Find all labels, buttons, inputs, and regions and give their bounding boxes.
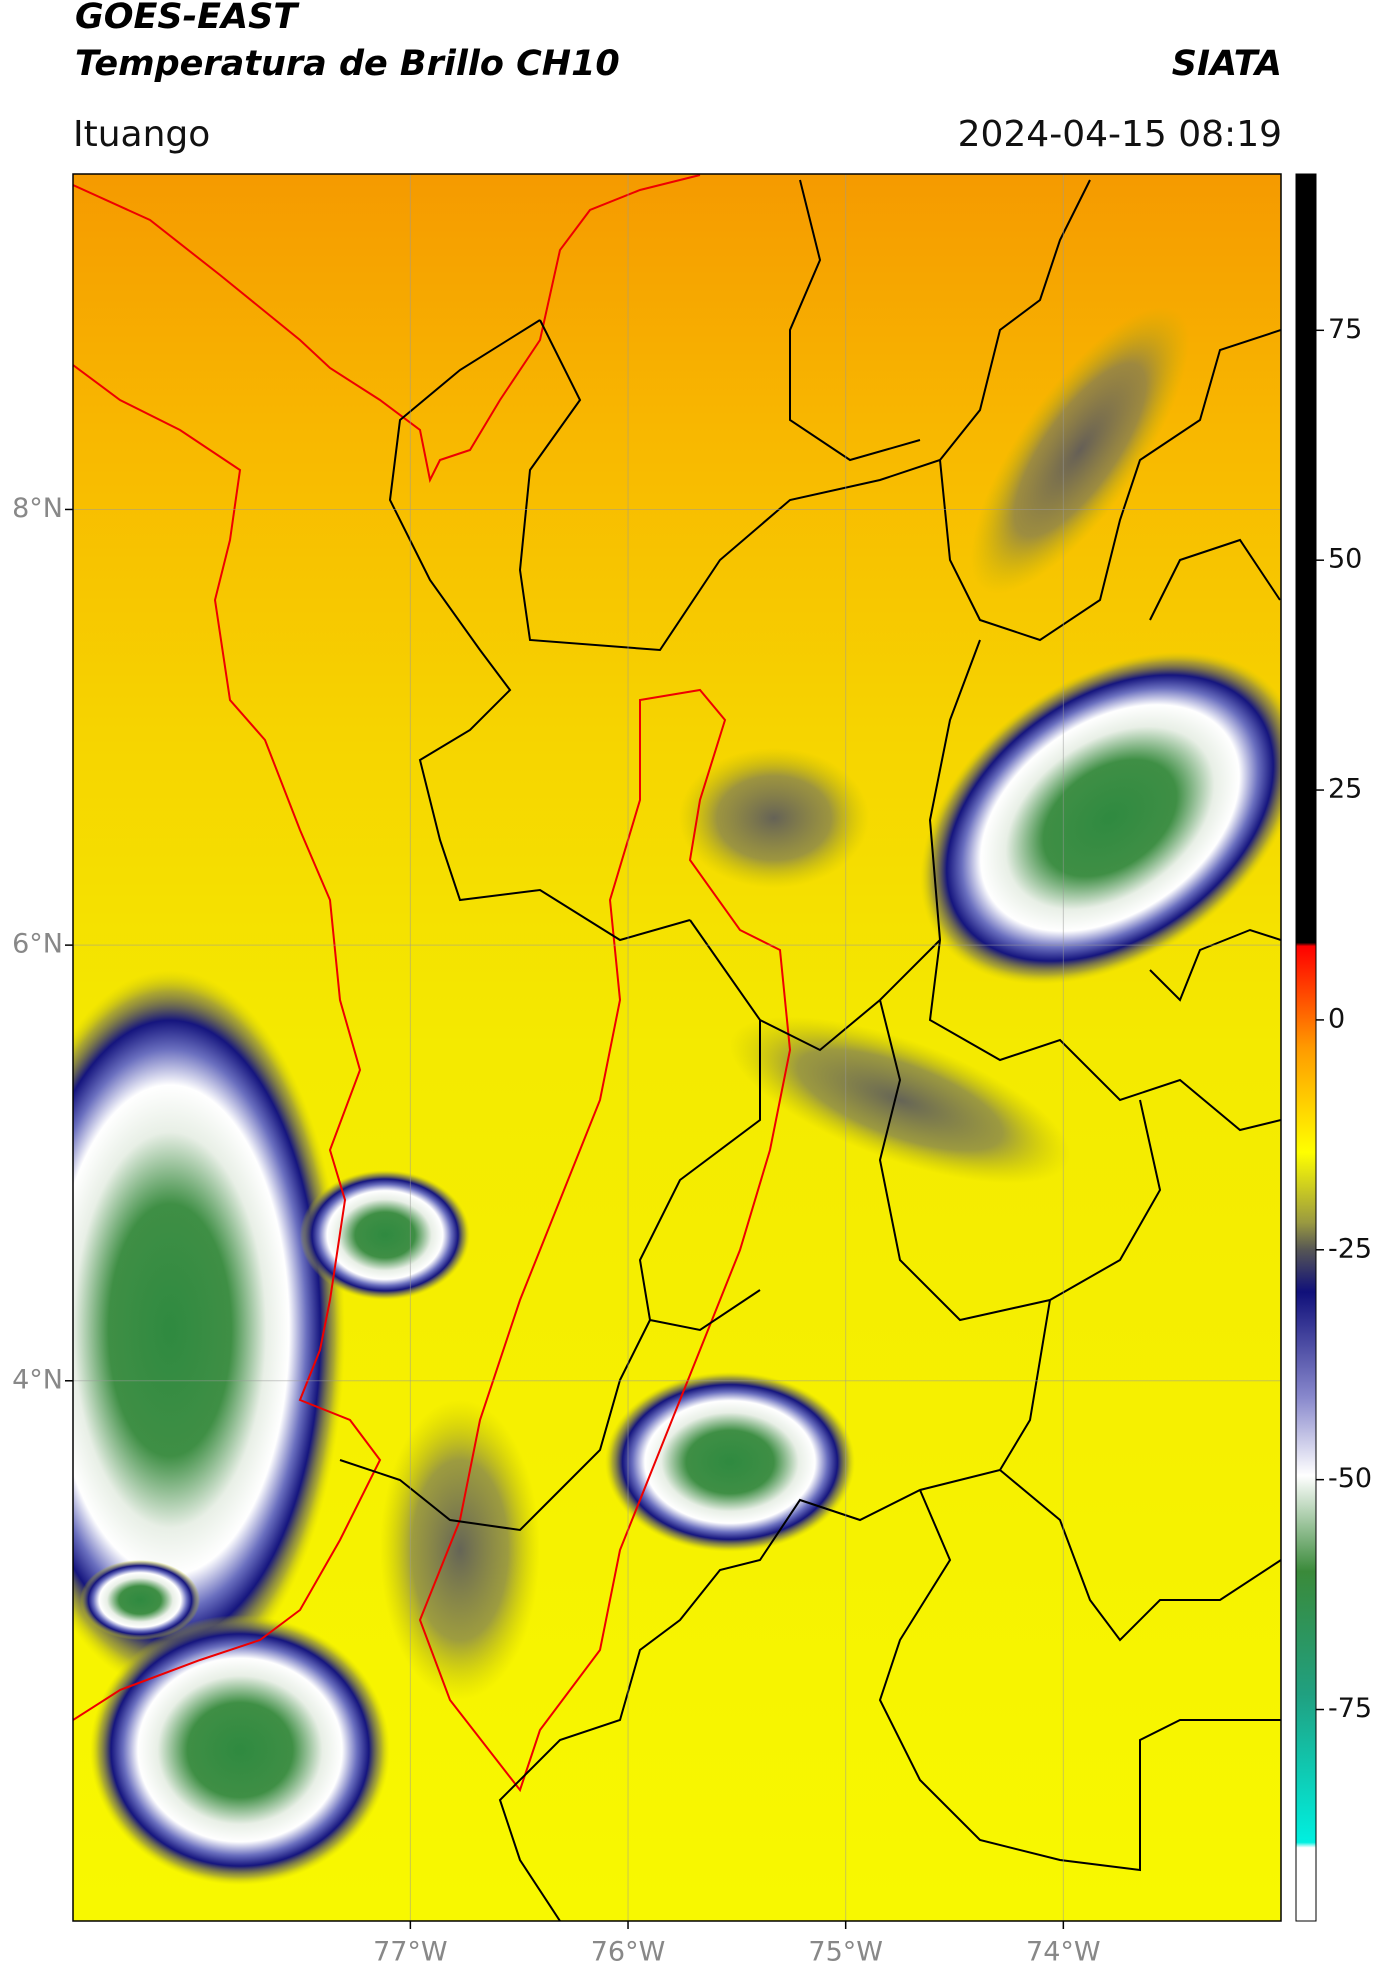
title: GOES-EAST: [75, 0, 300, 37]
x-tick-label: 75°W: [808, 1937, 883, 1968]
colorbar-tick-label: 0: [1328, 1003, 1345, 1034]
x-tick-label: 77°W: [373, 1937, 448, 1968]
region: Ituango: [73, 114, 210, 155]
colorbar-tick-label: -75: [1328, 1693, 1372, 1724]
cloud: [920, 651, 1281, 985]
y-tick-label: 6°N: [12, 929, 63, 960]
haze: [679, 748, 869, 888]
colorbar-tick-label: -25: [1328, 1233, 1372, 1264]
cloud: [73, 970, 345, 1690]
y-tick-label: 8°N: [12, 493, 63, 524]
source: SIATA: [1172, 44, 1282, 84]
map-field: [73, 174, 1281, 1921]
boundaries: [339, 179, 1281, 1921]
datetime: 2024-04-15 08:19: [958, 114, 1282, 155]
watershed: [418, 688, 792, 1793]
colorbar-tick-label: 25: [1328, 774, 1362, 805]
colorbar-tick-label: -50: [1328, 1463, 1372, 1494]
colorbar-tick-label: 50: [1328, 544, 1362, 575]
coastline: [73, 174, 701, 1721]
cloud: [90, 1615, 390, 1885]
colorbar-tick-label: 75: [1328, 314, 1362, 345]
y-tick-label: 4°N: [12, 1364, 63, 1395]
cloud: [605, 1372, 855, 1552]
map-frame: [72, 173, 1282, 1922]
x-tick-label: 76°W: [591, 1937, 666, 1968]
haze: [380, 1400, 540, 1700]
axes: 77°W 76°W 75°W 74°W 8°N 6°N 4°N: [12, 174, 1281, 1968]
cloud: [300, 1170, 470, 1300]
x-tick-label: 74°W: [1026, 1937, 1101, 1968]
haze: [729, 1016, 1071, 1184]
cloud: [80, 1560, 200, 1640]
colorbar: [1295, 173, 1317, 1922]
haze: [970, 306, 1190, 594]
subtitle: Temperatura de Brillo CH10: [75, 44, 620, 84]
